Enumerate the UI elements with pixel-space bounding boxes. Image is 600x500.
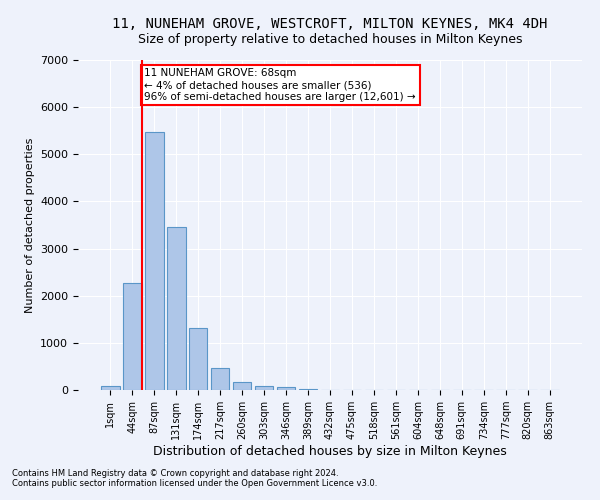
- Bar: [255, 386, 274, 390]
- Text: Contains HM Land Registry data © Crown copyright and database right 2024.: Contains HM Land Registry data © Crown c…: [12, 468, 338, 477]
- Y-axis label: Number of detached properties: Number of detached properties: [25, 138, 35, 312]
- Bar: [145, 132, 164, 390]
- Text: 11, NUNEHAM GROVE, WESTCROFT, MILTON KEYNES, MK4 4DH: 11, NUNEHAM GROVE, WESTCROFT, MILTON KEY…: [112, 18, 548, 32]
- X-axis label: Distribution of detached houses by size in Milton Keynes: Distribution of detached houses by size …: [153, 445, 507, 458]
- Bar: [189, 328, 208, 390]
- Bar: [299, 388, 317, 390]
- Bar: [211, 368, 229, 390]
- Bar: [123, 282, 142, 390]
- Bar: [167, 228, 185, 390]
- Text: 11 NUNEHAM GROVE: 68sqm
← 4% of detached houses are smaller (536)
96% of semi-de: 11 NUNEHAM GROVE: 68sqm ← 4% of detached…: [145, 68, 416, 102]
- Bar: [233, 382, 251, 390]
- Text: Size of property relative to detached houses in Milton Keynes: Size of property relative to detached ho…: [138, 32, 522, 46]
- Bar: [101, 386, 119, 390]
- Bar: [277, 388, 295, 390]
- Text: Contains public sector information licensed under the Open Government Licence v3: Contains public sector information licen…: [12, 478, 377, 488]
